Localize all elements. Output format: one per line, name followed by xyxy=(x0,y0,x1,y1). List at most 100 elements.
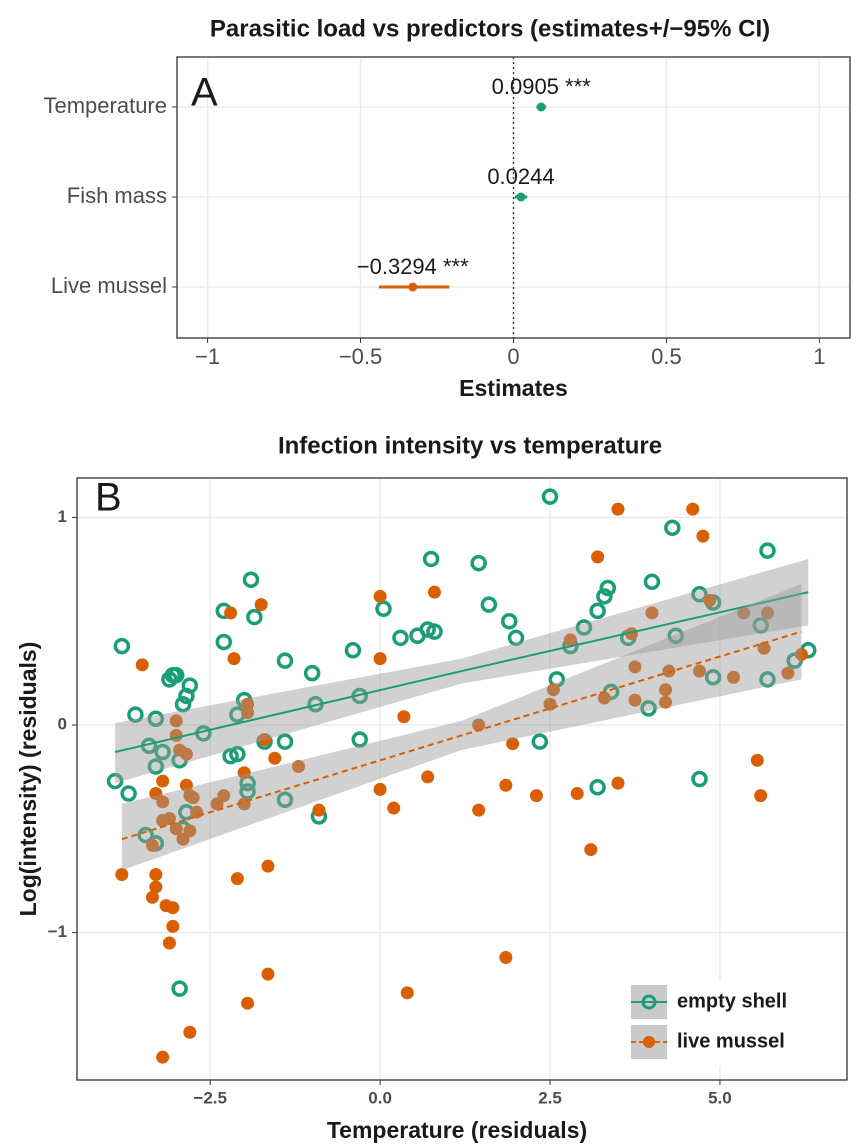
data-point xyxy=(541,488,559,505)
data-point xyxy=(591,550,605,564)
data-point xyxy=(261,859,275,873)
legend-label: live mussel xyxy=(677,1030,785,1052)
data-point xyxy=(246,608,263,626)
data-point xyxy=(183,824,197,838)
x-tick-label: 1 xyxy=(813,344,825,369)
data-point xyxy=(472,718,486,732)
data-point xyxy=(611,776,625,790)
data-point xyxy=(276,733,294,750)
data-point xyxy=(599,579,617,597)
data-point xyxy=(276,652,294,669)
data-point xyxy=(171,980,188,997)
panel-label: A xyxy=(191,71,218,115)
fit-line xyxy=(114,591,809,753)
panel-label: B xyxy=(95,476,122,520)
data-point xyxy=(258,733,272,747)
data-point xyxy=(507,629,525,647)
data-point xyxy=(106,772,124,790)
data-point xyxy=(137,826,154,844)
data-point xyxy=(215,633,233,651)
data-point xyxy=(611,502,625,516)
value-label: −0.3294 *** xyxy=(357,254,469,279)
x-tick-label: −1 xyxy=(195,344,220,369)
y-tick-label: 0 xyxy=(58,715,67,734)
data-point xyxy=(703,593,717,607)
x-tick-label: 5.0 xyxy=(708,1088,732,1107)
data-point xyxy=(227,652,241,666)
data-point xyxy=(506,737,520,751)
y-tick-label: −1 xyxy=(48,922,67,941)
data-point xyxy=(667,627,684,645)
data-point xyxy=(531,733,549,750)
data-point xyxy=(759,671,776,688)
data-point xyxy=(181,677,199,694)
data-point xyxy=(149,867,163,881)
data-point xyxy=(664,519,681,537)
x-tick-label: −0.5 xyxy=(339,344,382,369)
data-point xyxy=(147,758,165,775)
data-point xyxy=(241,697,255,711)
data-point xyxy=(261,967,275,981)
y-tick-label: Live mussel xyxy=(51,273,167,298)
data-point xyxy=(499,778,513,792)
data-point xyxy=(230,872,244,886)
x-axis-label: Estimates xyxy=(459,375,568,401)
estimate-point xyxy=(516,192,526,202)
data-point xyxy=(166,901,180,915)
data-point xyxy=(183,1025,197,1039)
data-point xyxy=(480,596,498,613)
x-tick-label: 0.0 xyxy=(368,1088,392,1107)
data-point xyxy=(696,529,710,543)
data-point xyxy=(169,714,183,728)
data-point xyxy=(426,623,443,640)
data-point xyxy=(400,986,414,1000)
data-point xyxy=(597,691,611,705)
x-tick-label: 0 xyxy=(507,344,519,369)
data-point xyxy=(737,606,751,620)
data-point xyxy=(344,642,362,659)
data-point xyxy=(276,791,294,809)
data-point xyxy=(759,542,776,559)
data-point xyxy=(156,795,170,809)
data-point xyxy=(421,770,435,784)
data-point xyxy=(794,647,808,661)
data-point xyxy=(645,606,659,620)
legend-marker xyxy=(641,994,657,1010)
data-point xyxy=(162,936,176,950)
data-point xyxy=(242,571,260,588)
y-tick-label: 1 xyxy=(58,507,67,526)
data-point xyxy=(584,843,598,857)
y-axis-label: Log(intensity) (residuals) xyxy=(15,642,41,917)
data-point xyxy=(312,803,326,817)
plot-border xyxy=(176,56,851,339)
data-point xyxy=(499,951,513,965)
data-point xyxy=(373,589,387,603)
data-point xyxy=(222,747,239,765)
data-point xyxy=(470,554,487,572)
data-point xyxy=(224,606,238,620)
data-point xyxy=(628,693,642,707)
data-point xyxy=(186,791,200,805)
data-point xyxy=(120,785,137,802)
data-point xyxy=(237,766,251,780)
data-point xyxy=(156,1050,170,1064)
fit-line xyxy=(121,630,802,841)
data-point xyxy=(704,669,722,686)
data-point xyxy=(241,996,255,1010)
data-point xyxy=(239,783,256,800)
data-point xyxy=(422,550,440,568)
data-point xyxy=(387,801,401,815)
data-point xyxy=(750,753,764,767)
data-point xyxy=(575,619,593,636)
data-point xyxy=(127,706,144,723)
data-point xyxy=(628,660,642,674)
data-point xyxy=(643,573,661,591)
data-point xyxy=(156,814,170,828)
data-point xyxy=(217,789,231,803)
value-label: 0.0244 xyxy=(487,164,554,189)
data-point xyxy=(303,664,321,682)
data-point xyxy=(149,880,163,894)
legend-marker xyxy=(643,1036,655,1048)
data-point xyxy=(757,641,771,655)
data-point xyxy=(686,502,700,516)
